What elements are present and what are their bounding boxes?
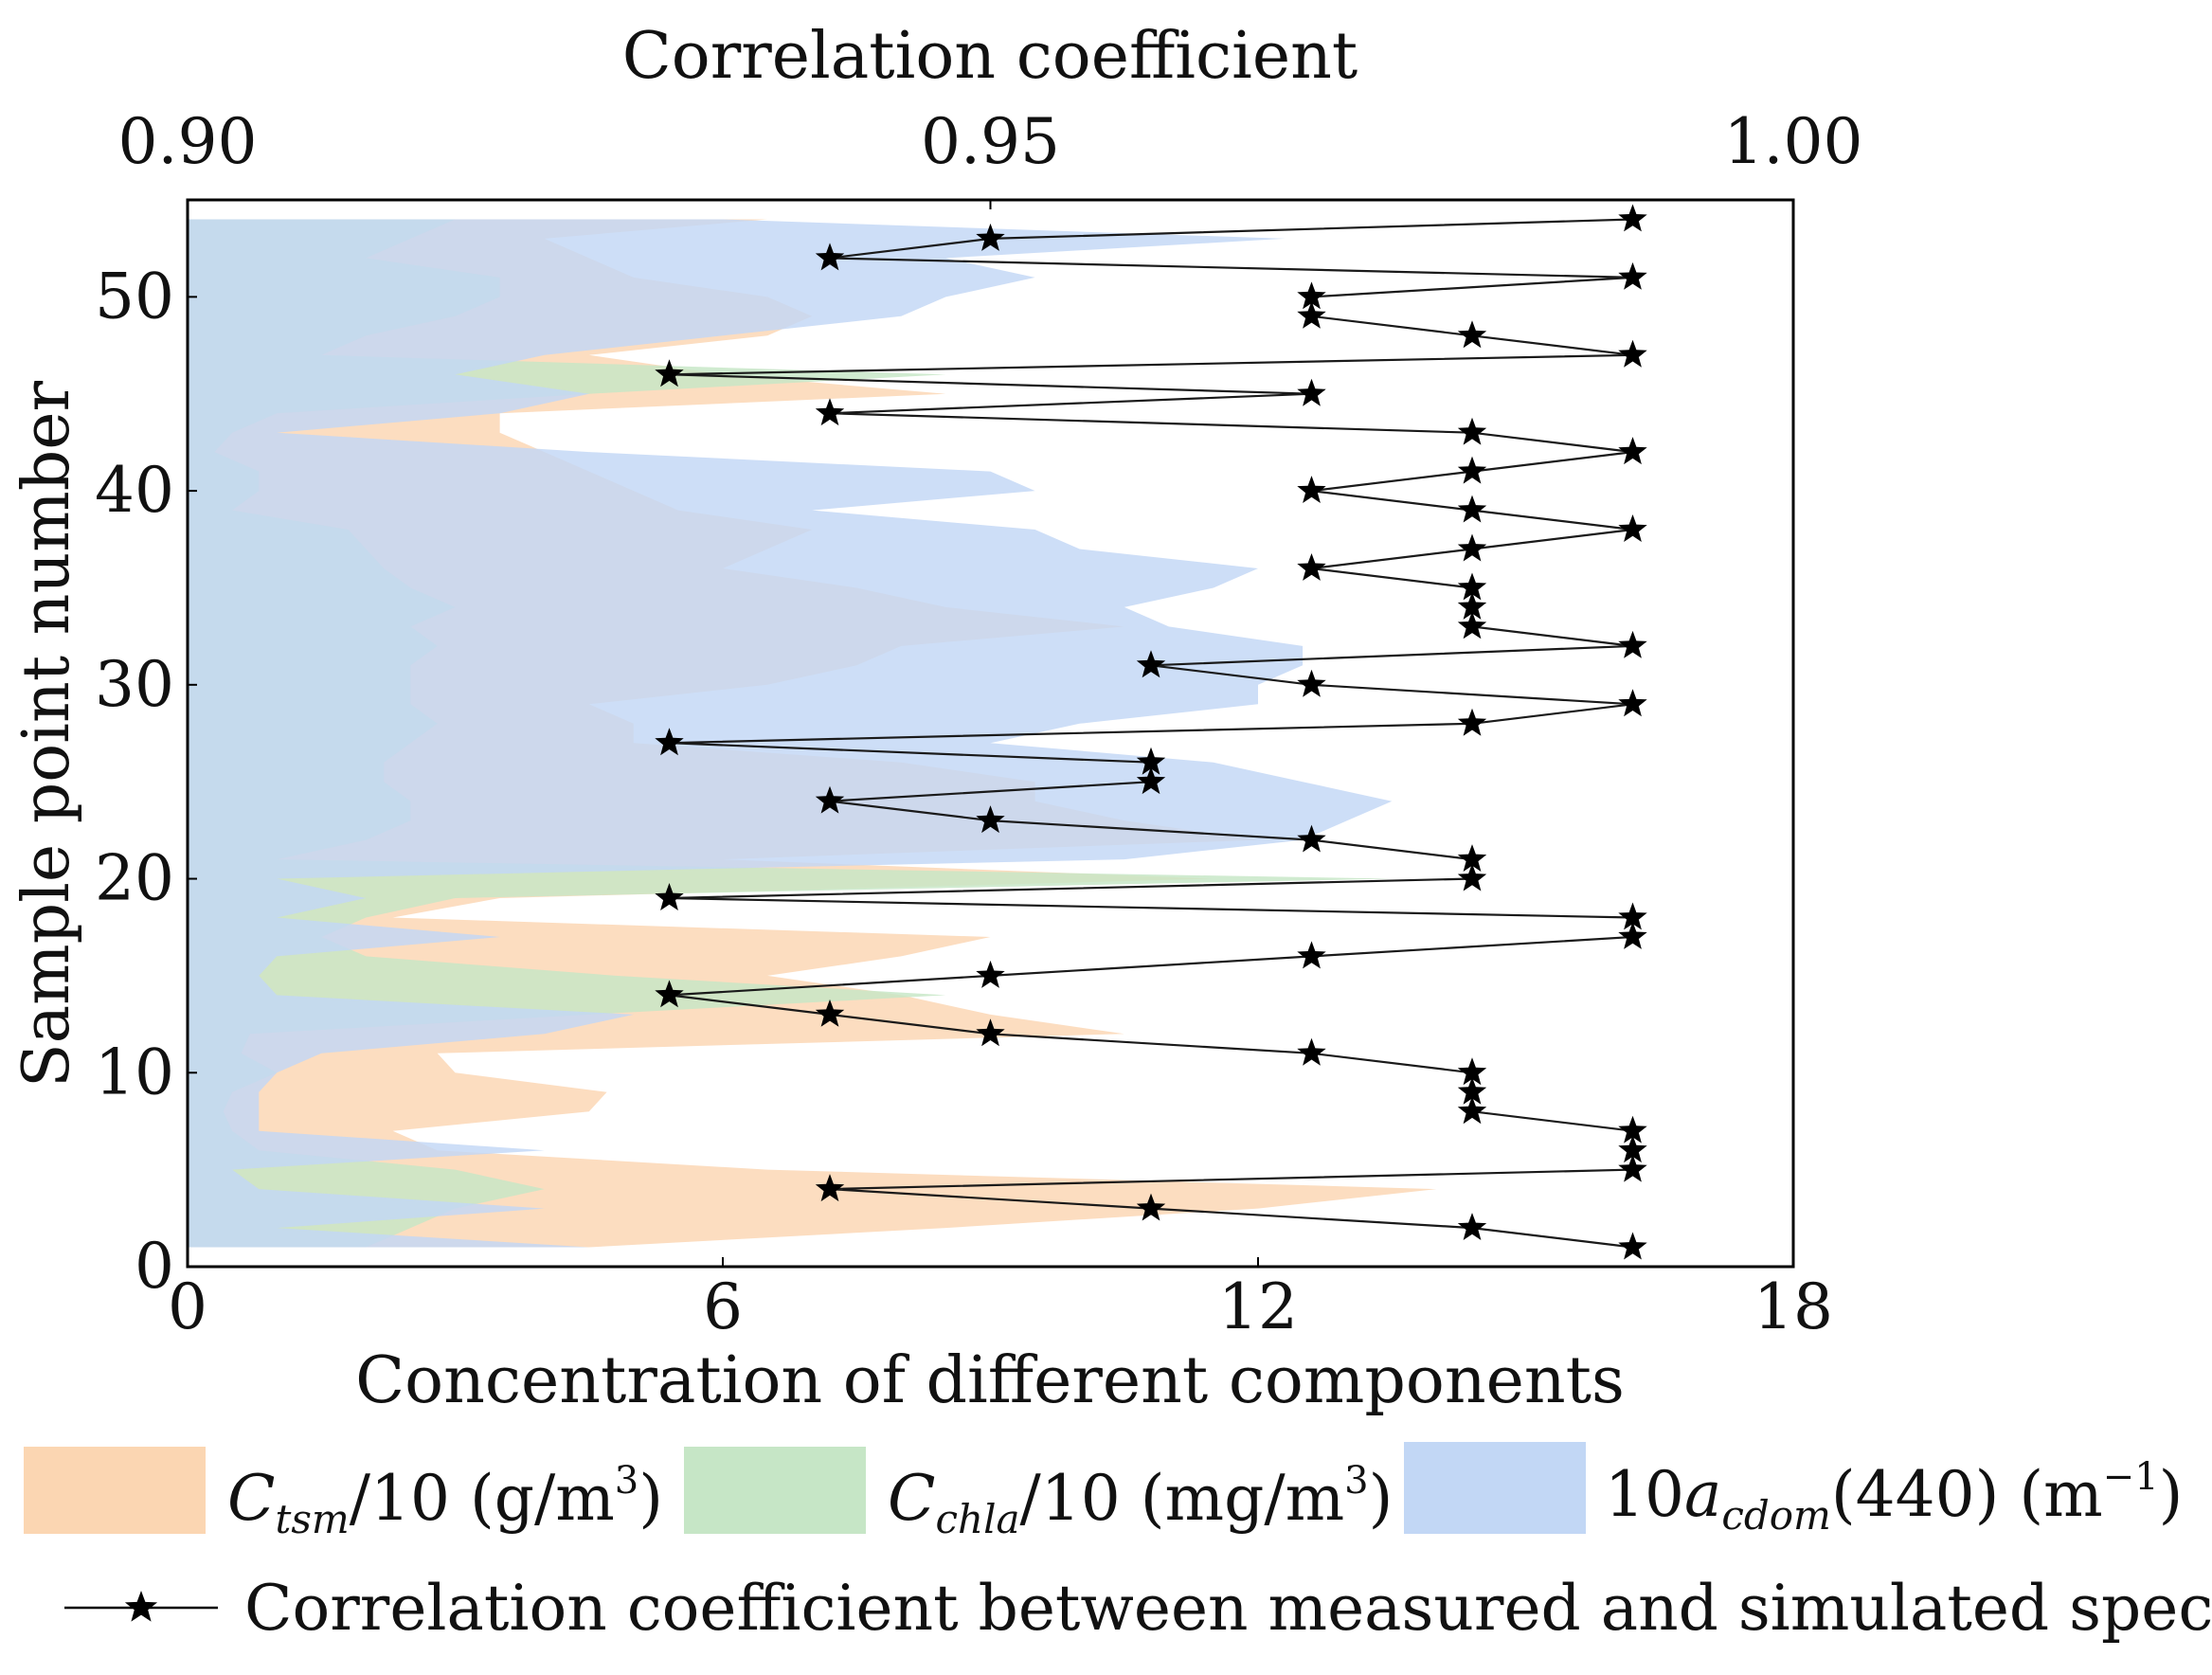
correlation-marker <box>1618 902 1647 930</box>
y-tick-label: 50 <box>95 260 174 333</box>
correlation-marker <box>1457 708 1487 736</box>
correlation-marker <box>1457 1076 1487 1105</box>
correlation-marker <box>1618 204 1647 232</box>
y-tick-label: 30 <box>95 648 174 721</box>
top-tick-label: 0.90 <box>118 105 258 178</box>
correlation-marker <box>815 999 845 1027</box>
correlation-marker <box>1297 476 1326 503</box>
area-series-2 <box>188 219 1393 1248</box>
correlation-marker <box>1457 417 1487 445</box>
legend-swatch-chla <box>684 1447 866 1534</box>
correlation-marker <box>1457 1096 1487 1125</box>
correlation-marker <box>655 883 684 910</box>
correlation-marker <box>976 223 1005 251</box>
bottom-tick-label: 0 <box>168 1270 207 1343</box>
legend-label-correlation: Correlation coefficient between measured… <box>244 1572 2212 1645</box>
correlation-marker <box>1618 630 1647 658</box>
area-layer <box>188 219 1437 1248</box>
legend-swatch-tsm <box>24 1447 206 1534</box>
y-axis-title: Sample point number <box>9 380 84 1088</box>
correlation-marker <box>976 960 1005 988</box>
tick-layer: 0 6 12 18 0.90 0.95 1.00 0 10 20 30 40 50 <box>95 105 1862 1343</box>
legend-swatch-cdom <box>1404 1442 1586 1534</box>
bottom-tick-label: 6 <box>703 1270 743 1343</box>
correlation-marker <box>1618 1115 1647 1144</box>
correlation-marker <box>655 359 684 387</box>
correlation-layer <box>655 204 1647 1260</box>
area-series-3 <box>188 219 1393 1248</box>
top-tick-label: 1.00 <box>1724 105 1863 178</box>
correlation-marker <box>1618 689 1647 717</box>
correlation-marker <box>1618 1135 1647 1163</box>
correlation-marker <box>1297 669 1326 697</box>
top-tick-label: 0.95 <box>921 105 1060 178</box>
correlation-marker <box>976 805 1005 834</box>
y-tick-label: 0 <box>135 1230 174 1303</box>
correlation-marker <box>1297 553 1326 581</box>
bottom-tick-label: 12 <box>1218 1270 1298 1343</box>
correlation-marker <box>815 785 845 814</box>
correlation-marker <box>1457 320 1487 349</box>
correlation-marker <box>1618 514 1647 542</box>
legend-label-chla: Cchla/10 (mg/m3) <box>888 1459 1393 1542</box>
correlation-marker <box>1297 281 1326 310</box>
legend-label-tsm: Ctsm/10 (g/m3) <box>227 1459 663 1542</box>
correlation-marker <box>815 398 845 426</box>
correlation-marker <box>815 243 845 271</box>
correlation-marker <box>1457 1213 1487 1240</box>
correlation-marker <box>655 728 684 756</box>
legend: Ctsm/10 (g/m3) Cchla/10 (mg/m3) 10acdom(… <box>24 1442 2212 1645</box>
bottom-tick-label: 18 <box>1753 1270 1833 1343</box>
correlation-marker <box>1297 1037 1326 1066</box>
correlation-marker <box>1457 1057 1487 1086</box>
legend-label-cdom: 10acdom(440) (m−1) <box>1605 1455 2183 1539</box>
correlation-marker <box>655 980 684 1008</box>
correlation-marker <box>1618 1154 1647 1182</box>
correlation-marker <box>976 1018 1005 1047</box>
correlation-marker <box>1457 533 1487 562</box>
bottom-axis-title: Concentration of different components <box>355 1343 1625 1418</box>
y-tick-label: 10 <box>95 1036 174 1108</box>
correlation-marker <box>1457 456 1487 484</box>
correlation-marker <box>1136 650 1166 678</box>
correlation-marker <box>1457 495 1487 523</box>
correlation-marker <box>1618 261 1647 290</box>
correlation-marker <box>1297 941 1326 969</box>
correlation-marker <box>1457 844 1487 872</box>
y-tick-label: 40 <box>95 454 174 527</box>
correlation-marker <box>1618 922 1647 949</box>
legend-star-marker <box>124 1591 158 1622</box>
correlation-marker <box>1136 1193 1166 1221</box>
correlation-marker <box>1297 378 1326 406</box>
y-tick-label: 20 <box>95 842 174 915</box>
correlation-marker <box>1457 611 1487 639</box>
correlation-marker <box>1457 572 1487 601</box>
correlation-marker <box>1297 300 1326 329</box>
correlation-marker <box>1457 863 1487 892</box>
correlation-marker <box>1618 339 1647 368</box>
correlation-marker <box>1136 766 1166 795</box>
correlation-marker <box>1457 591 1487 620</box>
top-axis-title: Correlation coefficient <box>622 19 1358 94</box>
correlation-marker <box>1618 437 1647 465</box>
correlation-marker <box>815 1174 845 1202</box>
correlation-marker <box>1297 824 1326 853</box>
correlation-marker <box>1618 1232 1647 1260</box>
correlation-marker <box>1136 747 1166 775</box>
